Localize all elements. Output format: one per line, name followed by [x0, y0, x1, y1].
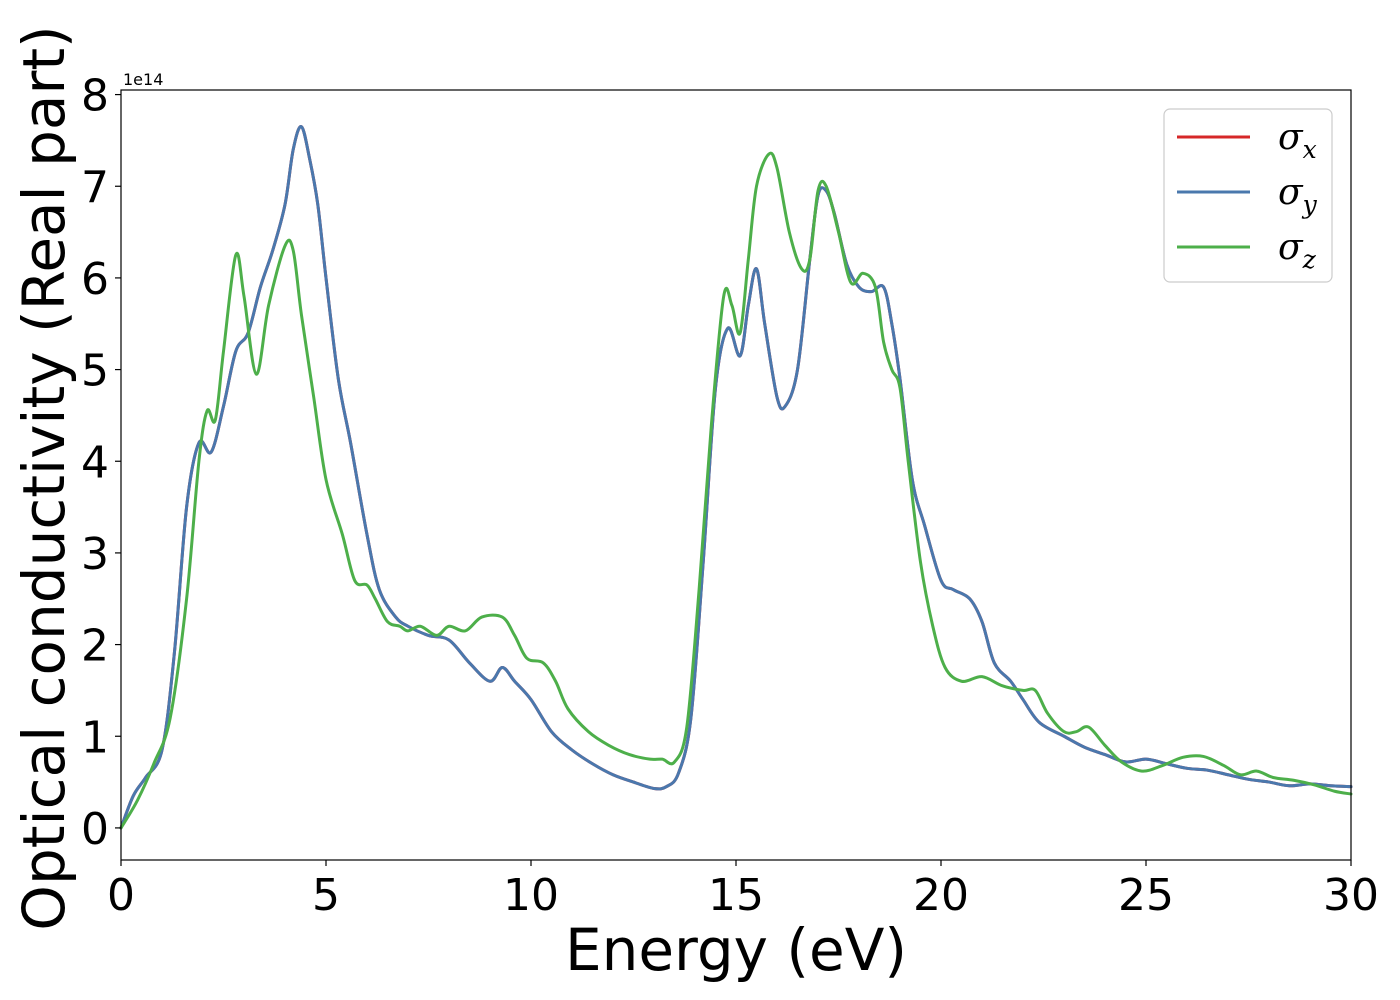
- y-tick-label: 4: [81, 437, 109, 488]
- y-tick-label: 0: [81, 804, 109, 855]
- x-tick-label: 20: [913, 870, 969, 921]
- y-tick-label: 7: [81, 162, 109, 213]
- x-tick-label: 30: [1323, 870, 1379, 921]
- x-tick-label: 25: [1118, 870, 1174, 921]
- y-offset-label: 1e14: [123, 70, 163, 89]
- y-tick-label: 1: [81, 712, 109, 763]
- y-tick-label: 8: [81, 71, 109, 122]
- x-tick-label: 5: [312, 870, 340, 921]
- x-tick-label: 10: [503, 870, 559, 921]
- legend-label-y: σy: [1278, 172, 1318, 219]
- y-tick-label: 6: [81, 254, 109, 305]
- y-tick-label: 3: [81, 529, 109, 580]
- x-tick-label: 0: [107, 870, 135, 921]
- x-tick-label: 15: [708, 870, 764, 921]
- series-layer: [119, 125, 1353, 830]
- legend-box: [1163, 108, 1333, 283]
- series-line-z: [119, 151, 1353, 830]
- x-axis-label: Energy (eV): [565, 916, 907, 984]
- ticks-layer: 0 5 10 15 20 25 30 0 1 2 3 4 5 6 7 8: [81, 71, 1379, 921]
- y-tick-label: 5: [81, 346, 109, 397]
- y-axis-label: Optical conductivity (Real part): [10, 25, 78, 930]
- y-tick-label: 2: [81, 621, 109, 672]
